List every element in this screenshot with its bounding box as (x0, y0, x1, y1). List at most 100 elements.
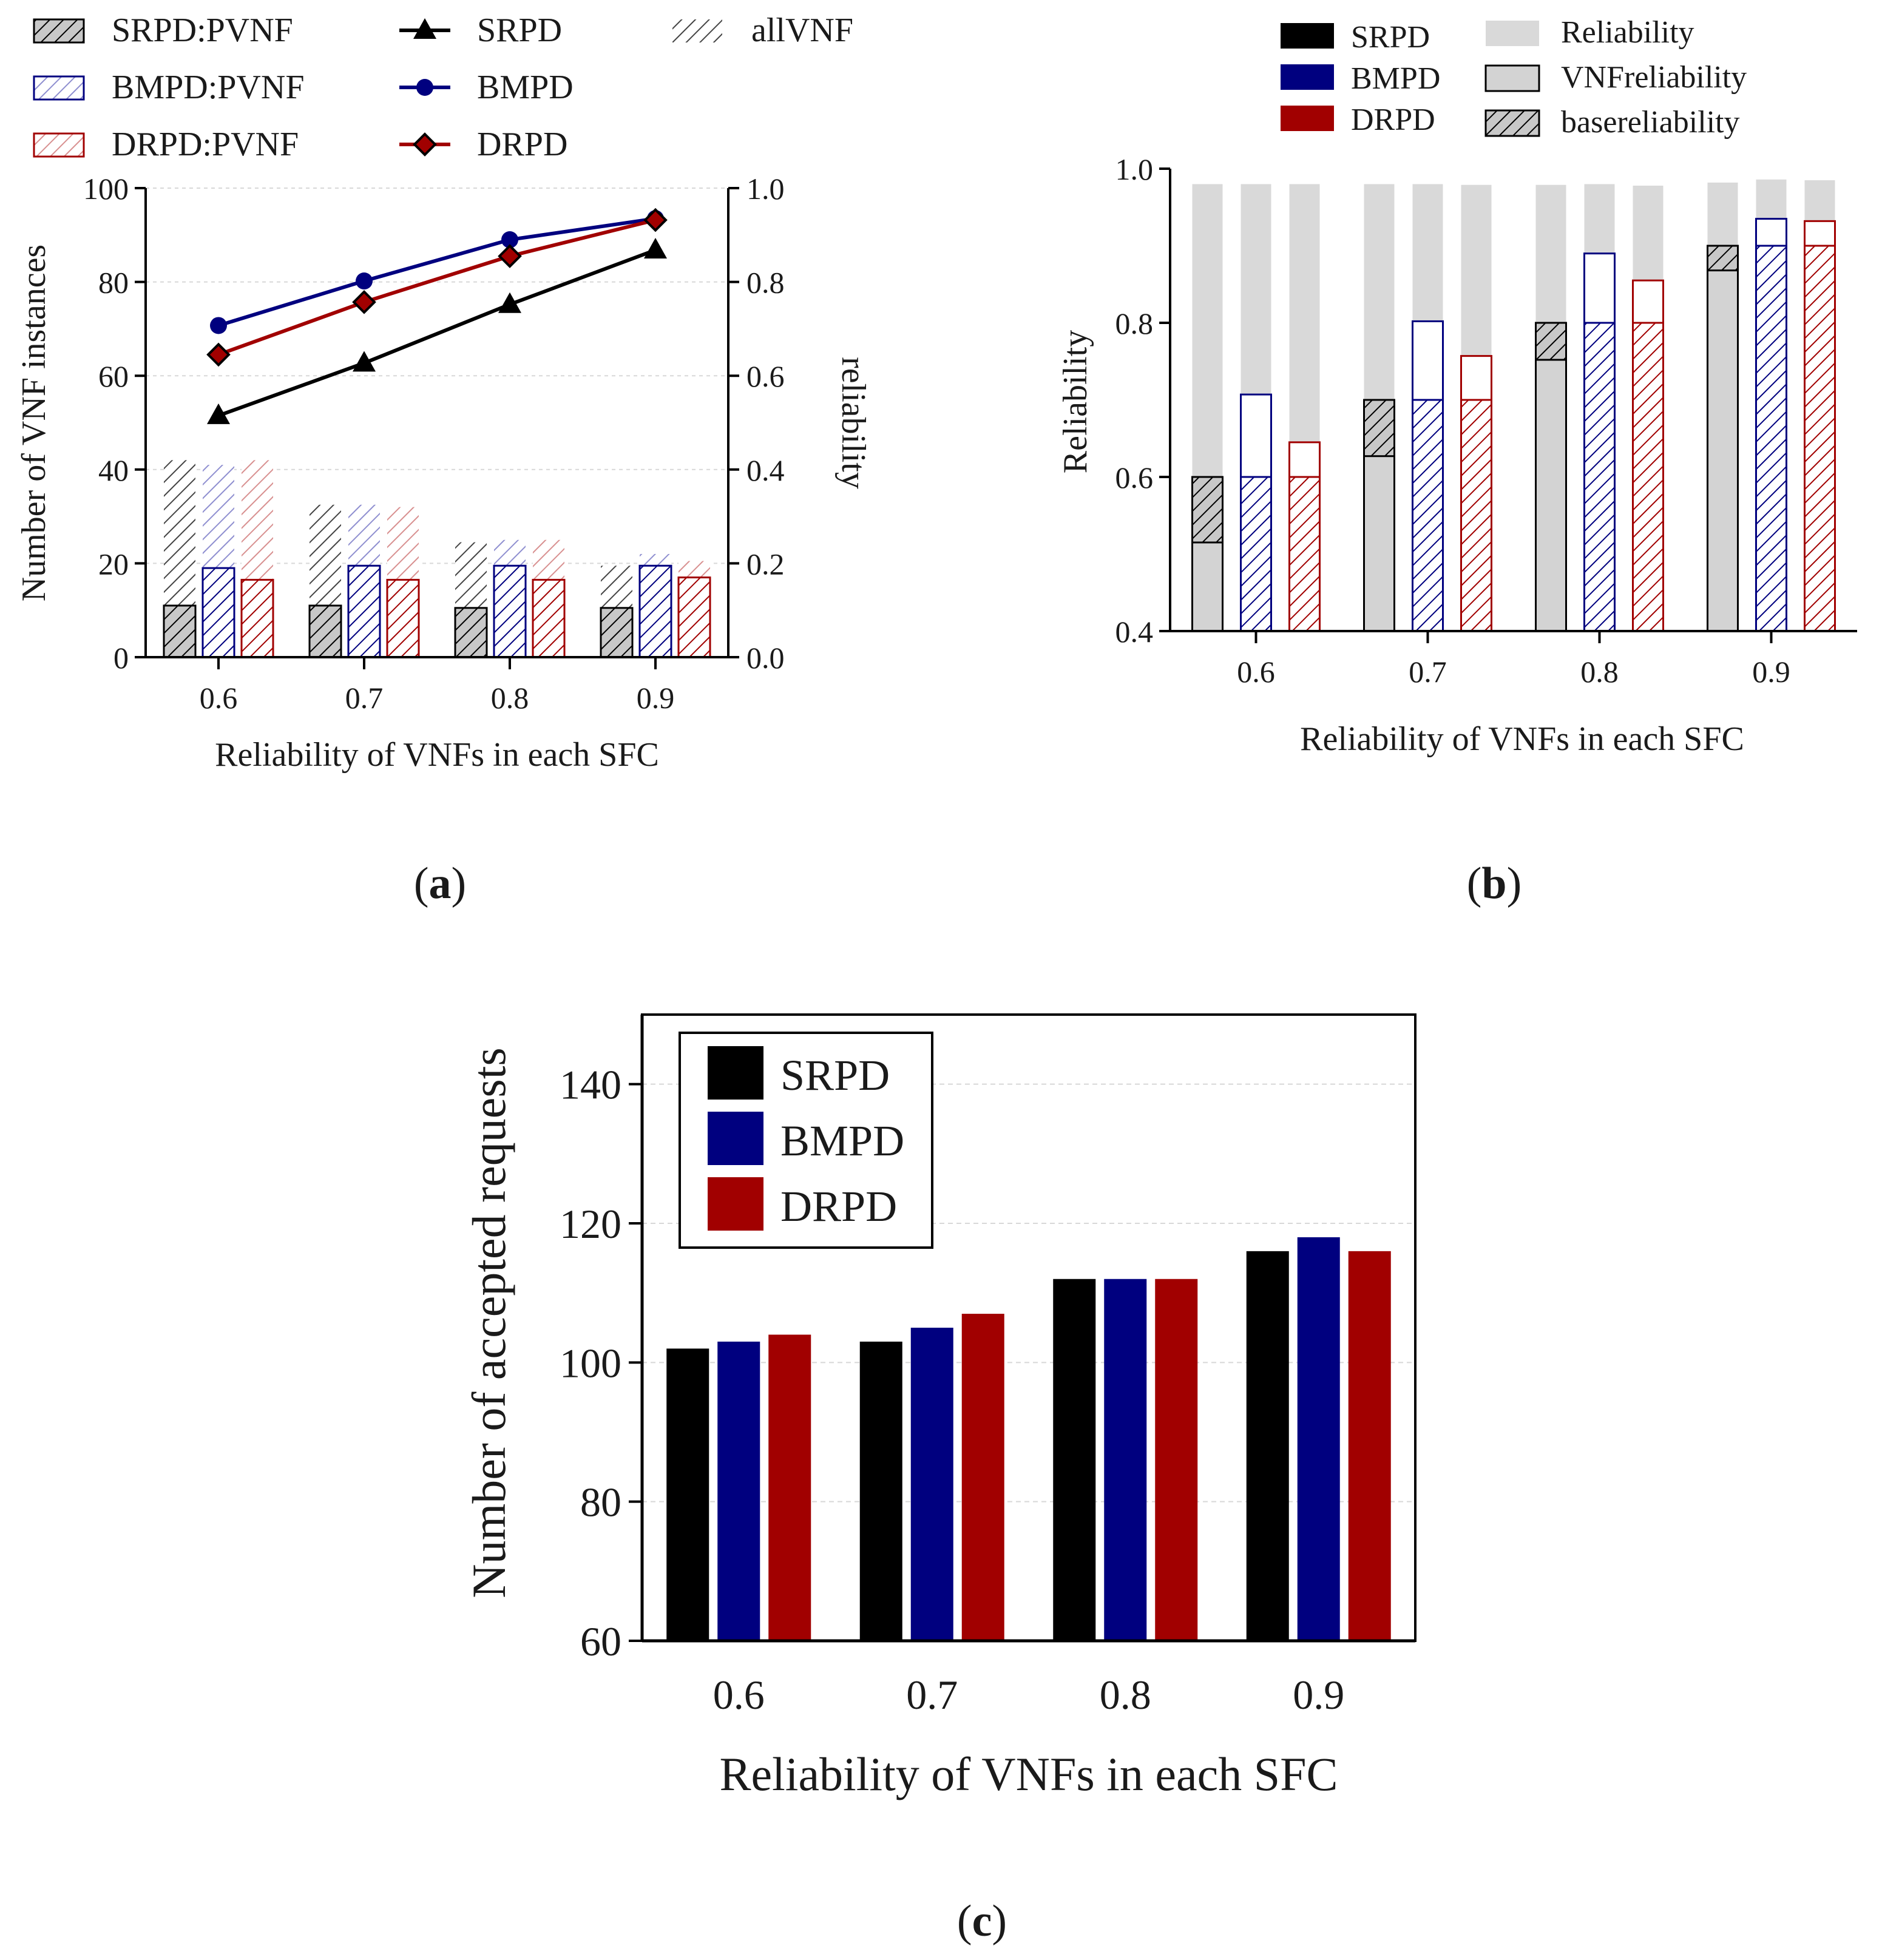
pvnf-bar (240, 578, 274, 658)
legend-swatch (1281, 23, 1334, 49)
x-tick-label: 0.8 (1100, 1672, 1151, 1718)
pvnf-bar (493, 564, 527, 658)
x-axis-label: Reliability of VNFs in each SFC (1300, 720, 1744, 758)
bar (666, 1348, 709, 1641)
legend-swatch (33, 18, 85, 44)
bar (910, 1328, 953, 1641)
chart-c: 60 80 100 120 140 0.6 0.7 0.8 0.9 Reliability of … (462, 1013, 1417, 1800)
legend-swatch (33, 132, 85, 158)
bar (768, 1334, 811, 1641)
x-axis-label: Reliability of VNFs in each SFC (719, 1748, 1338, 1800)
legend-swatch (1486, 21, 1539, 46)
y-tick-label: 40 (98, 453, 129, 487)
x-tick-label: 0.6 (1237, 655, 1275, 689)
legend-label: allVNF (751, 12, 853, 49)
bar (859, 1341, 902, 1641)
legend-label: BMPD:PVNF (112, 69, 304, 106)
bar (961, 1314, 1004, 1641)
base-reliability-bar (1240, 476, 1272, 632)
legend-swatch (1484, 109, 1540, 137)
vnf-reliability-bar (1535, 359, 1567, 632)
x-tick-label: 0.7 (906, 1672, 958, 1718)
y-tick-label: 100 (560, 1340, 621, 1386)
legend-label: DRPD:PVNF (112, 126, 299, 163)
panel-label-b: (b) (1467, 859, 1522, 908)
legend-swatch (708, 1177, 763, 1231)
bar (717, 1341, 760, 1641)
vnf-reliability-bar (1363, 455, 1395, 632)
drpd-marker (206, 342, 231, 367)
legend-label: SRPD (1351, 20, 1430, 55)
legend-label: DRPD (477, 126, 567, 163)
y-tick-label: 80 (580, 1479, 621, 1526)
series-line (217, 218, 656, 357)
bar (1297, 1237, 1340, 1641)
pvnf-bar (163, 604, 197, 658)
y-tick-label: 0.2 (746, 547, 785, 581)
bmpd-marker (356, 272, 373, 290)
y-tick-label: 120 (560, 1201, 621, 1247)
base-reliability-bar (1288, 476, 1321, 632)
chart-a: 0 20 40 60 80 100 0.0 0.2 0.4 0.6 0.8 1.0 0.6 0.7 0.8 0… (15, 12, 872, 774)
y-tick-label: 60 (580, 1618, 621, 1664)
x-tick-label: 0.8 (1580, 655, 1619, 689)
legend-label: VNFreliability (1561, 60, 1747, 95)
pvnf-bar (201, 567, 235, 658)
x-tick-label: 0.6 (713, 1672, 765, 1718)
y-tick-label: 20 (98, 547, 129, 581)
bar (1246, 1251, 1289, 1641)
bar (1104, 1279, 1147, 1641)
pvnf-bar (600, 607, 634, 658)
x-axis-label: Reliability of VNFs in each SFC (215, 736, 659, 774)
y-tick-label: 60 (98, 359, 129, 393)
y-tick-label: 140 (560, 1062, 621, 1108)
pvnf-bar (532, 578, 566, 658)
y-axis-label: Number of accepted requests (462, 1047, 515, 1598)
y-tick-label: 0 (113, 641, 129, 675)
panel-label-c: (c) (957, 1896, 1007, 1946)
legend-label: BMPD (780, 1117, 904, 1165)
base-reliability-bar (1412, 399, 1444, 632)
y-tick-label: 0.8 (746, 266, 785, 300)
vnf-reliability-bar (1707, 269, 1739, 632)
srpd-marker (644, 238, 667, 259)
x-tick-label: 0.9 (637, 681, 675, 715)
legend-label: SRPD:PVNF (112, 12, 293, 49)
legend-marker (413, 18, 436, 39)
pvnf-bar (347, 564, 381, 658)
x-tick-label: 0.7 (345, 681, 384, 715)
legend-label: BMPD (477, 69, 574, 106)
legend-label: Reliability (1561, 15, 1694, 50)
vnf-reliability-bar (1191, 541, 1224, 632)
base-reliability-bar (1583, 322, 1616, 632)
y-tick-label: 80 (98, 266, 129, 300)
x-tick-label: 0.8 (491, 681, 529, 715)
legend-swatch (708, 1112, 763, 1165)
y-tick-label: 0.6 (1115, 461, 1154, 495)
bmpd-marker (210, 317, 227, 334)
base-reliability-bar (1804, 245, 1836, 632)
legend-label: basereliability (1561, 105, 1740, 140)
legend-marker (416, 79, 433, 96)
legend-marker (413, 132, 437, 157)
pvnf-bar (677, 576, 711, 658)
drpd-marker (643, 208, 668, 232)
y-tick-label: 0.4 (746, 453, 785, 487)
legend-swatch (1281, 64, 1334, 90)
y-axis-label-right: reliability (834, 357, 872, 489)
srpd-marker (498, 292, 521, 313)
base-reliability-bar (1632, 322, 1664, 632)
legend-label: DRPD (1351, 103, 1435, 137)
y-tick-label: 0.0 (746, 641, 785, 675)
legend-swatch (1484, 64, 1540, 92)
y-tick-label: 1.0 (746, 172, 785, 206)
y-tick-label: 0.4 (1115, 615, 1154, 649)
drpd-marker (498, 244, 522, 268)
y-axis-label: Reliability (1057, 330, 1094, 473)
pvnf-bar (308, 604, 342, 658)
bar (1155, 1279, 1198, 1641)
x-tick-label: 0.6 (200, 681, 238, 715)
legend-label: SRPD (477, 12, 562, 49)
series-line (217, 248, 657, 417)
